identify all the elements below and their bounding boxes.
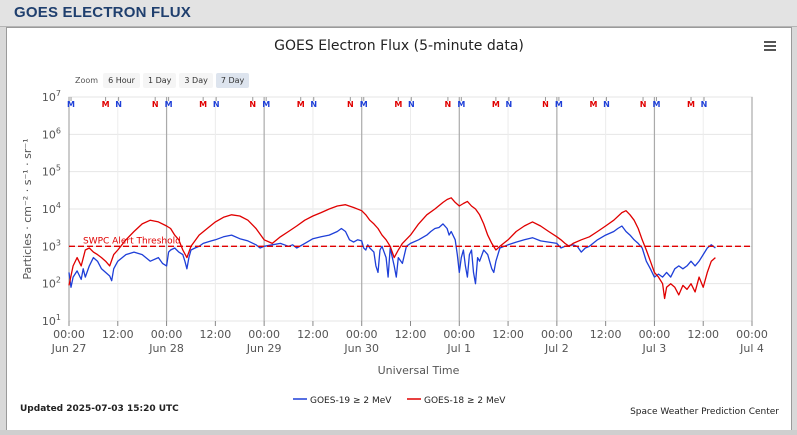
noon-midnight-marker: M: [262, 100, 270, 109]
noon-midnight-marker: M: [360, 100, 368, 109]
legend-label: GOES-19 ≥ 2 MeV: [310, 396, 392, 406]
noon-midnight-marker: M: [394, 100, 402, 109]
zoom-controls: Zoom 6 Hour 1 Day 3 Day 7 Day: [75, 73, 252, 88]
noon-midnight-marker: N: [115, 100, 122, 109]
bottom-divider: [0, 430, 797, 435]
section-header: GOES ELECTRON FLUX: [0, 0, 797, 27]
zoom-6-hour-button[interactable]: 6 Hour: [103, 73, 140, 88]
x-tick-date-label: Jul 2: [544, 342, 569, 355]
y-tick-exponent: 1: [56, 313, 61, 322]
y-tick-label: 107: [42, 89, 61, 104]
x-tick-date-label: Jun 27: [51, 342, 87, 355]
noon-midnight-marker: M: [457, 100, 465, 109]
zoom-7-day-button[interactable]: 7 Day: [215, 73, 250, 88]
noon-midnight-marker: N: [640, 100, 647, 109]
x-tick-date-label: Jun 30: [343, 342, 379, 355]
noon-midnight-marker: N: [347, 100, 354, 109]
noon-midnight-marker: N: [152, 100, 159, 109]
noon-midnight-marker: N: [249, 100, 256, 109]
x-tick-time-label: 12:00: [395, 328, 427, 341]
x-tick-time-label: 00:00: [248, 328, 280, 341]
noon-midnight-marker: M: [67, 100, 75, 109]
y-tick-label: 101: [42, 313, 61, 328]
noon-midnight-marker: N: [310, 100, 317, 109]
y-tick-label: 105: [42, 164, 61, 179]
x-tick-date-label: Jul 1: [446, 342, 471, 355]
y-tick-exponent: 3: [56, 238, 61, 247]
y-tick-label: 102: [42, 276, 61, 291]
x-axis-title: Universal Time: [378, 364, 460, 377]
noon-midnight-marker: N: [213, 100, 220, 109]
noon-midnight-marker: M: [652, 100, 660, 109]
zoom-1-day-button[interactable]: 1 Day: [142, 73, 177, 88]
credit-text: Space Weather Prediction Center: [630, 407, 779, 417]
x-tick-date-label: Jul 4: [739, 342, 764, 355]
y-tick-exponent: 5: [56, 164, 61, 173]
y-tick-exponent: 2: [56, 276, 61, 285]
y-tick-label: 106: [42, 126, 61, 141]
noon-midnight-marker: M: [555, 100, 563, 109]
noon-midnight-marker: M: [102, 100, 110, 109]
noon-midnight-marker: M: [165, 100, 173, 109]
x-tick-date-label: Jul 3: [642, 342, 667, 355]
y-tick-exponent: 4: [56, 201, 61, 210]
x-tick-time-label: 12:00: [102, 328, 134, 341]
noon-midnight-marker: M: [687, 100, 695, 109]
x-tick-time-label: 12:00: [492, 328, 524, 341]
zoom-label: Zoom: [75, 76, 99, 85]
noon-midnight-marker: M: [589, 100, 597, 109]
noon-midnight-marker: N: [542, 100, 549, 109]
updated-timestamp: Updated 2025-07-03 15:20 UTC: [20, 404, 179, 414]
y-tick-label: 104: [42, 201, 61, 216]
x-tick-date-label: Jun 29: [246, 342, 282, 355]
x-tick-time-label: 00:00: [151, 328, 183, 341]
chart-panel: GOES Electron Flux (5-minute data) Zoom …: [6, 27, 792, 431]
hamburger-menu-icon[interactable]: [764, 41, 776, 53]
x-tick-time-label: 12:00: [687, 328, 719, 341]
x-tick-time-label: 00:00: [346, 328, 378, 341]
zoom-3-day-button[interactable]: 3 Day: [179, 73, 213, 88]
x-tick-time-label: 00:00: [53, 328, 85, 341]
x-tick-time-label: 12:00: [590, 328, 622, 341]
noon-midnight-marker: N: [603, 100, 610, 109]
noon-midnight-marker: N: [445, 100, 452, 109]
series-line-2: [68, 197, 716, 300]
noon-midnight-marker: M: [199, 100, 207, 109]
noon-midnight-marker: N: [701, 100, 708, 109]
x-tick-time-label: 12:00: [200, 328, 232, 341]
threshold-label: SWPC Alert Threshold: [83, 236, 181, 246]
x-tick-time-label: 00:00: [639, 328, 671, 341]
x-tick-time-label: 12:00: [297, 328, 329, 341]
chart-title: GOES Electron Flux (5-minute data): [274, 38, 524, 54]
noon-midnight-marker: M: [297, 100, 305, 109]
legend-label: GOES-18 ≥ 2 MeV: [424, 396, 506, 406]
y-tick-exponent: 6: [56, 126, 61, 135]
x-tick-time-label: 00:00: [443, 328, 475, 341]
series-line-1: [68, 223, 716, 288]
noon-midnight-marker: N: [506, 100, 513, 109]
section-title: GOES ELECTRON FLUX: [14, 4, 191, 21]
y-tick-label: 103: [42, 238, 61, 253]
x-tick-time-label: 00:00: [736, 328, 768, 341]
noon-midnight-marker: M: [492, 100, 500, 109]
x-tick-date-label: Jun 28: [148, 342, 184, 355]
noon-midnight-marker: N: [408, 100, 415, 109]
y-axis-title: Particles · cm⁻² · s⁻¹ · sr⁻¹: [21, 138, 34, 279]
x-tick-time-label: 00:00: [541, 328, 573, 341]
y-tick-exponent: 7: [56, 89, 61, 98]
